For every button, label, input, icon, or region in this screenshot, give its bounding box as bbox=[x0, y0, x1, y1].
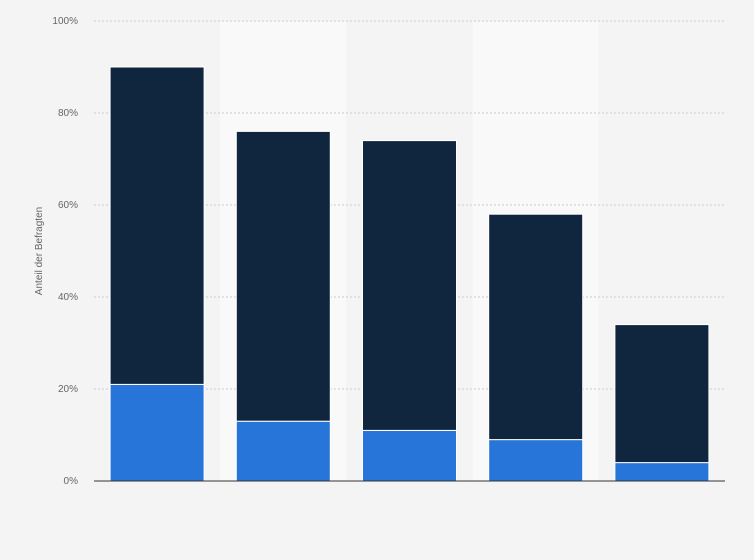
bar-segment-top[interactable] bbox=[109, 66, 205, 385]
y-tick-label: 40% bbox=[58, 292, 78, 303]
bar-segment-bottom[interactable] bbox=[235, 420, 331, 482]
bar-segment-top[interactable] bbox=[614, 324, 710, 464]
y-tick-label: 20% bbox=[58, 384, 78, 395]
bars bbox=[109, 66, 710, 482]
bar-segment-bottom[interactable] bbox=[109, 383, 205, 482]
y-tick-label: 0% bbox=[64, 476, 79, 487]
bar-segment-top[interactable] bbox=[362, 140, 457, 431]
y-tick-label: 80% bbox=[58, 108, 78, 119]
y-axis-label: Anteil der Befragten bbox=[34, 207, 45, 295]
bar-segment-bottom[interactable] bbox=[614, 462, 710, 482]
y-tick-label: 100% bbox=[52, 16, 78, 27]
y-tick-label: 60% bbox=[58, 200, 78, 211]
bar-segment-bottom[interactable] bbox=[488, 439, 584, 482]
y-axis-ticks: 0% 20% 40% 60% 80% 100% bbox=[52, 16, 78, 487]
bar-segment-top[interactable] bbox=[235, 130, 331, 422]
bar-segment-bottom[interactable] bbox=[362, 429, 457, 482]
bar-segment-top[interactable] bbox=[488, 213, 584, 441]
